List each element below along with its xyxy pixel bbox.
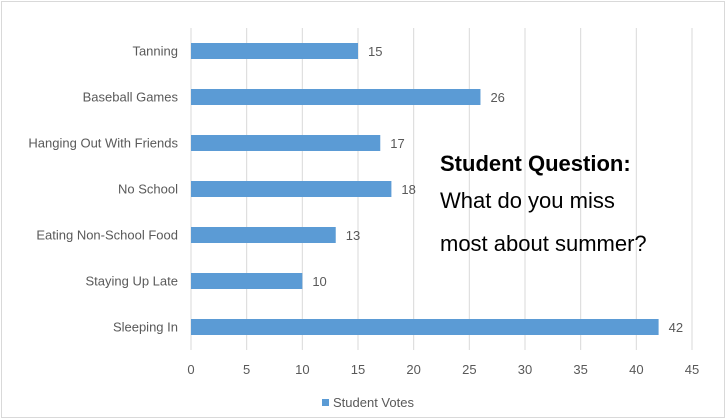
x-tick-label-30: 30 bbox=[518, 362, 532, 377]
question-line-2: most about summer? bbox=[440, 231, 647, 256]
bar-eating-non-school-food bbox=[191, 227, 336, 243]
category-label: Tanning bbox=[132, 44, 178, 59]
value-label: 10 bbox=[312, 274, 326, 289]
question-heading: Student Question: bbox=[440, 151, 631, 176]
legend: Student Votes bbox=[322, 395, 414, 410]
bars bbox=[191, 43, 659, 335]
question-line-1: What do you miss bbox=[440, 188, 615, 213]
x-tick-label-0: 0 bbox=[187, 362, 194, 377]
value-label: 13 bbox=[346, 228, 360, 243]
x-tick-label-45: 45 bbox=[685, 362, 699, 377]
value-labels: 15 26 17 18 13 10 42 bbox=[312, 44, 683, 335]
x-tick-label-20: 20 bbox=[406, 362, 420, 377]
value-label: 42 bbox=[669, 320, 683, 335]
category-label: Baseball Games bbox=[83, 90, 179, 105]
category-label: No School bbox=[118, 182, 178, 197]
question-annotation: Student Question: What do you miss most … bbox=[440, 151, 647, 256]
bar-baseball-games bbox=[191, 89, 481, 105]
category-label: Sleeping In bbox=[113, 320, 178, 335]
gridlines bbox=[190, 28, 693, 350]
x-tick-label-40: 40 bbox=[629, 362, 643, 377]
category-label: Staying Up Late bbox=[85, 274, 178, 289]
x-tick-label-10: 10 bbox=[295, 362, 309, 377]
category-label: Hanging Out With Friends bbox=[28, 136, 178, 151]
bar-sleeping-in bbox=[191, 319, 659, 335]
bar-no-school bbox=[191, 181, 392, 197]
category-label: Eating Non-School Food bbox=[36, 228, 178, 243]
x-tick-label-15: 15 bbox=[351, 362, 365, 377]
legend-label: Student Votes bbox=[333, 395, 414, 410]
x-tick-label-25: 25 bbox=[462, 362, 476, 377]
x-tick-label-5: 5 bbox=[243, 362, 250, 377]
x-tick-label-35: 35 bbox=[573, 362, 587, 377]
bar-tanning bbox=[191, 43, 358, 59]
value-label: 17 bbox=[390, 136, 404, 151]
bar-hanging-out-with-friends bbox=[191, 135, 381, 151]
x-axis-tick-labels: 0 5 10 15 20 25 30 35 40 45 bbox=[187, 362, 699, 377]
value-label: 26 bbox=[490, 90, 504, 105]
legend-swatch bbox=[322, 399, 329, 406]
value-label: 15 bbox=[368, 44, 382, 59]
category-labels: Tanning Baseball Games Hanging Out With Fr… bbox=[28, 44, 178, 335]
value-label: 18 bbox=[401, 182, 415, 197]
bar-staying-up-late bbox=[191, 273, 303, 289]
